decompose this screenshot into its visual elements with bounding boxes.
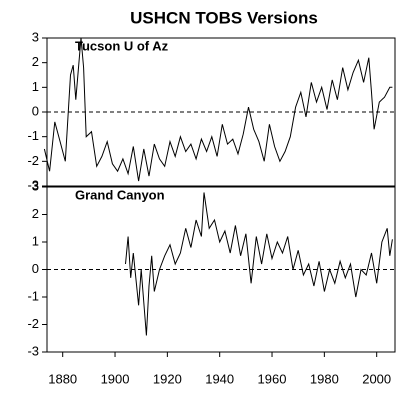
y-tick-label: 0 [32, 261, 39, 276]
data-line [43, 37, 393, 182]
y-tick-label: -1 [27, 128, 39, 143]
x-tick-label: 2000 [362, 371, 391, 386]
y-tick-label: -2 [27, 316, 39, 331]
x-tick-label: 1960 [258, 371, 287, 386]
y-tick-label: 3 [32, 29, 39, 44]
y-tick-label: 0 [32, 103, 39, 118]
panel-label: Grand Canyon [75, 187, 165, 202]
x-tick-label: 1880 [48, 371, 77, 386]
y-tick-label: 2 [32, 206, 39, 221]
y-tick-label: 2 [32, 54, 39, 69]
y-tick-label: -3 [27, 343, 39, 358]
data-line [125, 192, 393, 336]
chart-title: USHCN TOBS Versions [130, 8, 318, 27]
x-tick-label: 1920 [153, 371, 182, 386]
y-tick-label: 1 [32, 233, 39, 248]
panel-label: Tucson U of Az [75, 38, 169, 53]
y-tick-label: -2 [27, 153, 39, 168]
x-tick-label: 1900 [101, 371, 130, 386]
y-tick-label: 1 [32, 79, 39, 94]
x-tick-label: 1980 [310, 371, 339, 386]
y-tick-label: -3 [27, 177, 39, 192]
y-tick-label: -1 [27, 288, 39, 303]
x-tick-label: 1940 [205, 371, 234, 386]
y-tick-label: 3 [32, 178, 39, 193]
